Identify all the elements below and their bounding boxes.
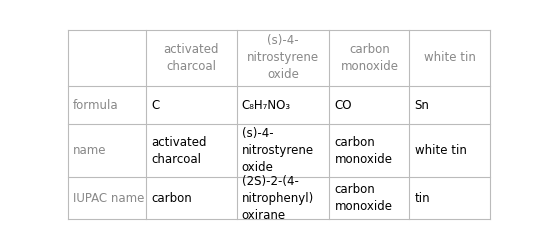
Text: white tin: white tin [424,51,475,64]
Text: activated
charcoal: activated charcoal [164,43,219,73]
Text: carbon: carbon [151,192,192,205]
Text: carbon
monoxide: carbon monoxide [335,183,392,213]
Text: CO: CO [335,99,352,112]
Text: IUPAC name: IUPAC name [73,192,145,205]
Text: name: name [73,144,107,157]
Text: C₈H₇NO₃: C₈H₇NO₃ [242,99,291,112]
Text: (s)-4-
nitrostyrene
oxide: (s)-4- nitrostyrene oxide [247,34,319,81]
Text: white tin: white tin [415,144,466,157]
Text: formula: formula [73,99,119,112]
Text: (2S)-2-(4-
nitrophenyl)
oxirane: (2S)-2-(4- nitrophenyl) oxirane [242,175,314,222]
Text: C: C [151,99,159,112]
Text: tin: tin [415,192,430,205]
Text: Sn: Sn [415,99,429,112]
Text: carbon
monoxide: carbon monoxide [341,43,398,73]
Text: carbon
monoxide: carbon monoxide [335,136,392,166]
Text: (s)-4-
nitrostyrene
oxide: (s)-4- nitrostyrene oxide [242,127,314,174]
Text: activated
charcoal: activated charcoal [151,136,207,166]
